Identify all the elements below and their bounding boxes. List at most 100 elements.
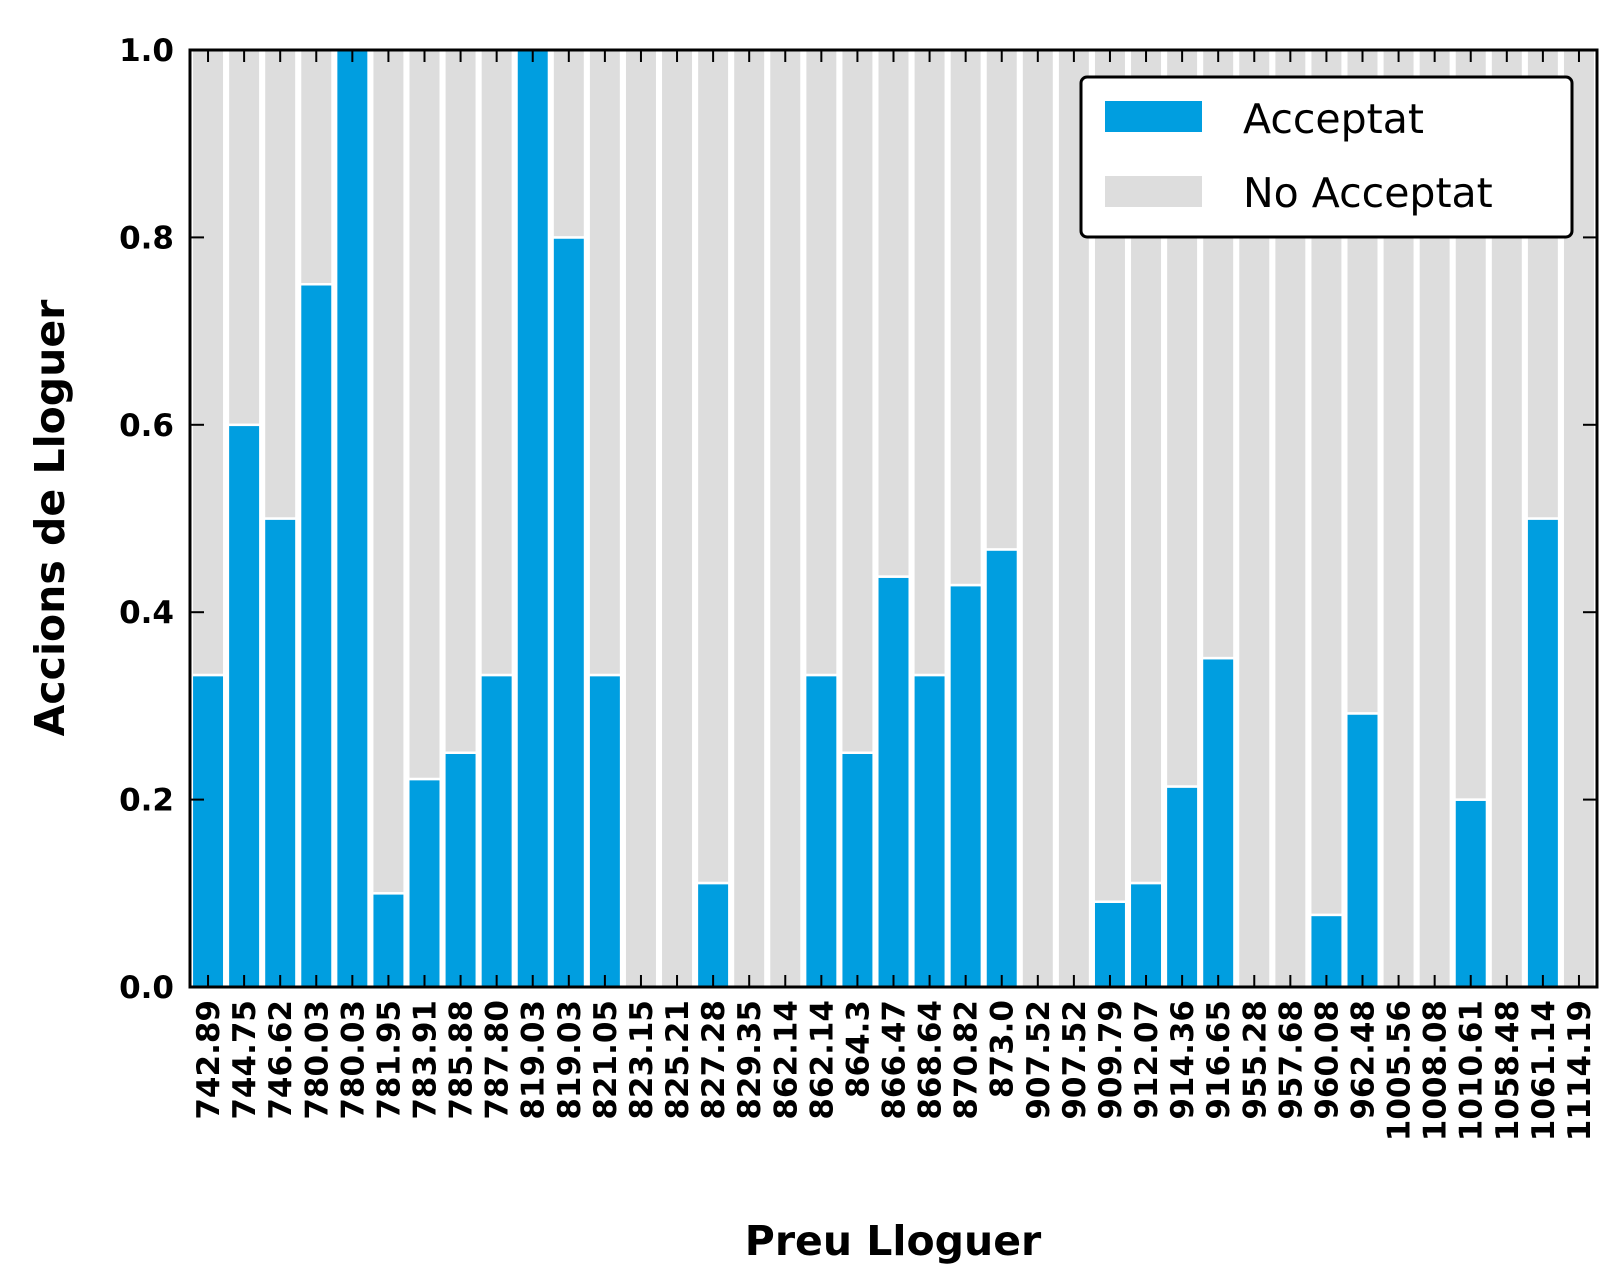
bar-no-acceptat [479, 48, 515, 677]
x-tick-label: 1010.61 [1454, 1000, 1490, 1141]
bar-no-acceptat [767, 48, 803, 989]
y-tick-label: 1.0 [119, 33, 174, 69]
legend-swatch-no-acceptat [1105, 176, 1202, 207]
x-tick-label: 823.15 [624, 1000, 660, 1120]
legend-swatch-acceptat [1105, 101, 1202, 132]
bar-acceptat [1525, 517, 1561, 989]
bar-acceptat [1345, 712, 1380, 989]
x-tick-label: 1061.14 [1526, 1000, 1562, 1141]
x-tick-label: 821.05 [588, 1000, 624, 1120]
bar-acceptat [1200, 656, 1236, 989]
x-tick-label: 742.89 [191, 1000, 227, 1120]
x-tick-label: 1114.19 [1562, 1000, 1598, 1141]
bar-no-acceptat [407, 48, 442, 781]
bar-acceptat [876, 575, 911, 989]
bar-acceptat [479, 673, 515, 989]
x-tick-label: 862.14 [768, 1000, 804, 1120]
x-tick-label: 785.88 [444, 1000, 480, 1120]
x-tick-label: 780.03 [299, 1000, 335, 1120]
y-tick-label: 0.2 [119, 783, 174, 819]
bar-no-acceptat [731, 48, 767, 989]
y-tick-label: 0.6 [119, 408, 174, 444]
x-tick-label: 780.03 [335, 1000, 371, 1120]
x-tick-label: 829.35 [732, 1000, 768, 1120]
bar-no-acceptat [262, 48, 298, 520]
bar-acceptat [1092, 900, 1128, 989]
bar-no-acceptat [984, 48, 1020, 551]
x-tick-label: 819.03 [552, 1000, 588, 1120]
x-tick-label: 907.52 [1057, 1000, 1093, 1120]
bar-acceptat [803, 673, 839, 989]
x-tick-label: 1005.56 [1382, 1000, 1418, 1141]
bar-no-acceptat [298, 48, 334, 286]
x-tick-label: 960.08 [1309, 1000, 1345, 1120]
bar-acceptat [695, 881, 731, 989]
x-tick-label: 957.68 [1273, 1000, 1309, 1120]
bar-acceptat [443, 751, 479, 989]
bar-acceptat [1164, 785, 1200, 989]
x-tick-label: 781.95 [371, 1000, 407, 1120]
legend: Acceptat No Acceptat [1079, 75, 1574, 239]
bar-acceptat [190, 673, 226, 989]
x-tick-label: 1008.08 [1418, 1000, 1454, 1141]
x-tick-label: 744.75 [227, 1000, 263, 1120]
bar-acceptat [370, 892, 406, 989]
bar-acceptat [298, 283, 334, 989]
x-tick-label: 787.80 [480, 1000, 516, 1120]
bar-acceptat [407, 777, 442, 989]
x-tick-label: 955.28 [1237, 1000, 1273, 1120]
bar-no-acceptat [587, 48, 623, 677]
bar-acceptat [839, 751, 875, 989]
x-tick-label: 914.36 [1165, 1000, 1201, 1120]
x-tick-label: 827.28 [696, 1000, 732, 1120]
bar-no-acceptat [623, 48, 659, 989]
ticks-layer [190, 49, 1597, 988]
bar-no-acceptat [1020, 48, 1056, 989]
legend-label-acceptat: Acceptat [1243, 95, 1424, 143]
bar-acceptat [334, 48, 370, 989]
bar-no-acceptat [551, 48, 587, 239]
x-tick-label: 746.62 [263, 1000, 299, 1120]
x-tick-label: 912.07 [1129, 1000, 1165, 1120]
x-tick-label: 819.03 [516, 1000, 552, 1120]
bar-no-acceptat [876, 48, 911, 578]
bar-acceptat [515, 48, 551, 989]
x-tick-label: 866.47 [877, 1000, 913, 1120]
x-tick-labels: 742.89 744.75 746.62 780.03 780.03 781.95 783.… [191, 1000, 1598, 1141]
x-tick-label: 873.0 [985, 1000, 1021, 1098]
bar-acceptat [587, 673, 623, 989]
bar-acceptat [551, 236, 587, 989]
legend-label-no-acceptat: No Acceptat [1243, 169, 1493, 217]
bar-no-acceptat [803, 48, 839, 677]
x-tick-label: 916.65 [1201, 1000, 1237, 1120]
x-tick-label: 864.3 [840, 1000, 876, 1098]
x-tick-label: 909.79 [1093, 1000, 1129, 1120]
x-tick-label: 1058.48 [1490, 1000, 1526, 1141]
bar-no-acceptat [659, 48, 695, 989]
bar-no-acceptat [370, 48, 406, 895]
y-tick-label: 0.4 [119, 595, 174, 631]
bar-acceptat [1453, 798, 1489, 989]
bar-no-acceptat [226, 48, 262, 427]
bar-no-acceptat [948, 48, 984, 587]
x-tick-label: 862.14 [804, 1000, 840, 1120]
bar-acceptat [912, 673, 948, 989]
bar-acceptat [226, 423, 262, 989]
bars-layer [190, 48, 1597, 989]
bar-no-acceptat [443, 48, 479, 754]
y-axis-title: Accions de Lloguer [26, 299, 74, 737]
x-tick-label: 783.91 [408, 1000, 444, 1120]
bar-no-acceptat [912, 48, 948, 677]
bar-no-acceptat [839, 48, 875, 754]
bar-acceptat [984, 548, 1020, 989]
y-tick-label: 0.0 [119, 970, 174, 1006]
x-axis-title: Preu Lloguer [745, 1217, 1042, 1265]
bar-no-acceptat [695, 48, 731, 885]
x-tick-label: 868.64 [913, 1000, 949, 1120]
x-tick-label: 962.48 [1346, 1000, 1382, 1120]
bar-no-acceptat [190, 48, 226, 677]
x-tick-label: 870.82 [949, 1000, 985, 1120]
y-tick-label: 0.8 [119, 220, 174, 256]
